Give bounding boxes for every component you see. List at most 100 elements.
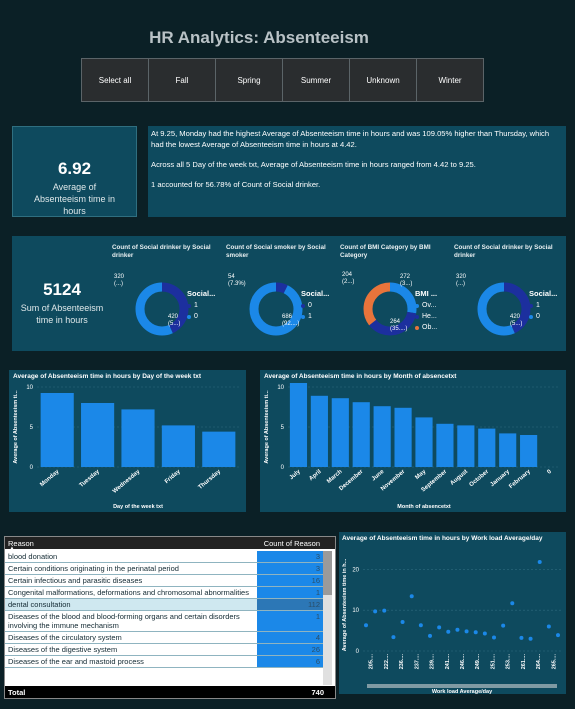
bar <box>289 383 308 467</box>
legend-title: Social... <box>529 289 558 298</box>
x-tick-label: 222.... <box>384 654 390 670</box>
y-tick-label: 10 <box>277 385 284 391</box>
bar <box>121 409 155 467</box>
legend-item[interactable]: 0 <box>187 313 215 320</box>
table-row[interactable]: Diseases of the circulatory system 4 <box>5 632 323 644</box>
sort-arrow-icon[interactable]: ▲ <box>9 546 15 552</box>
kpi-card-average: 6.92 Average of Absenteeism time in hour… <box>12 126 137 217</box>
reason-cell: dental consultation <box>8 600 71 609</box>
x-tick-label: 237.... <box>414 654 420 670</box>
scatter-point <box>409 594 414 599</box>
table-row[interactable]: Diseases of the blood and blood-forming … <box>5 611 323 632</box>
reason-table[interactable]: Reason Count of Reason ▲ blood donation 3… <box>4 536 336 699</box>
bar <box>478 428 496 467</box>
slicer-option-select-all[interactable]: Select all <box>82 59 149 101</box>
scatter-point <box>482 631 487 636</box>
legend-item[interactable]: 1 <box>301 313 329 320</box>
table-row[interactable]: blood donation 3 <box>5 551 323 563</box>
scatter-point <box>473 630 478 635</box>
reason-cell: Certain conditions originating in the pe… <box>8 564 179 573</box>
x-scrollbar <box>367 684 557 688</box>
table-total-row: Total 740 <box>5 686 335 698</box>
donut-legend: Social... 0 1 <box>301 289 329 320</box>
legend-item[interactable]: Ob... <box>415 324 437 331</box>
bar <box>310 395 328 467</box>
slicer-option-fall[interactable]: Fall <box>149 59 216 101</box>
bar <box>373 406 391 467</box>
reason-cell: Certain infectious and parasitic disease… <box>8 576 143 585</box>
scatter-point <box>428 633 432 638</box>
chart-title: Average of Absenteeism time in hours by … <box>264 373 457 380</box>
legend-item[interactable]: Ov... <box>415 302 437 309</box>
kpi-value: 5124 <box>43 280 81 299</box>
x-tick-label: 241.... <box>445 654 451 670</box>
count-cell: 3 <box>257 551 323 562</box>
total-label: Total <box>8 687 26 697</box>
donut-legend: Social... 1 0 <box>187 289 215 320</box>
bar <box>202 431 236 467</box>
x-tick-label: August <box>449 469 469 487</box>
legend-title: Social... <box>301 289 330 298</box>
donut-chart: Count of BMI Category by BMI Category 204… <box>340 244 452 349</box>
table-row[interactable]: Congenital malformations, deformations a… <box>5 587 323 599</box>
count-cell: 112 <box>257 599 323 610</box>
x-tick-label: 253.... <box>506 654 512 670</box>
reason-cell: blood donation <box>8 552 58 561</box>
donut-data-label: 686 (92....) <box>282 314 300 327</box>
legend-item[interactable]: 0 <box>529 313 557 320</box>
donut-legend: Social... 1 0 <box>529 289 557 320</box>
table-row[interactable]: dental consultation 112 <box>5 599 323 611</box>
table-scrollbar[interactable] <box>323 551 332 685</box>
donut-chart: Count of Social smoker by Social smoker 5… <box>226 244 338 349</box>
legend-label: He... <box>422 313 437 320</box>
x-tick-label: February <box>508 469 532 491</box>
legend-item[interactable]: He... <box>415 313 437 320</box>
donut-slice <box>477 282 531 336</box>
scatter-point <box>391 635 396 640</box>
scatter-point <box>455 627 460 632</box>
legend-dot-icon <box>529 303 533 308</box>
table-row[interactable]: Diseases of the ear and mastoid process 6 <box>5 656 323 668</box>
season-slicer[interactable]: Select all Fall Spring Summer Unknown Winter <box>81 58 484 102</box>
column-header-reason[interactable]: Reason <box>8 538 34 548</box>
x-tick-label: Tuesday <box>79 469 102 489</box>
legend-item[interactable]: 1 <box>529 302 557 309</box>
slicer-option-unknown[interactable]: Unknown <box>350 59 417 101</box>
count-cell: 3 <box>257 563 323 574</box>
x-tick-label: Thursday <box>198 469 223 491</box>
slicer-option-winter[interactable]: Winter <box>417 59 483 101</box>
narrative-line: At 9.25, Monday had the highest Average … <box>151 129 550 149</box>
slicer-option-spring[interactable]: Spring <box>216 59 283 101</box>
count-cell: 16 <box>257 575 323 586</box>
table-row[interactable]: Certain conditions originating in the pe… <box>5 563 323 575</box>
page-title: HR Analytics: Absenteeism <box>149 28 369 47</box>
legend-dot-icon <box>415 325 419 330</box>
legend-dot-icon <box>301 314 305 319</box>
legend-label: Ob... <box>422 324 438 331</box>
legend-item[interactable]: 0 <box>301 302 329 309</box>
table-row[interactable]: Diseases of the digestive system 26 <box>5 644 323 656</box>
bar <box>352 402 370 467</box>
scatter-point <box>400 620 405 625</box>
legend-title: BMI ... <box>415 289 438 298</box>
reason-cell: Diseases of the blood and blood-forming … <box>8 612 240 630</box>
donut-title: Count of BMI Category by BMI Category <box>340 244 431 259</box>
chart-title: Average of Absenteeism time in hours by … <box>342 535 543 542</box>
bar <box>81 403 115 467</box>
table-row[interactable]: Certain infectious and parasitic disease… <box>5 575 323 587</box>
x-tick-label: 261.... <box>521 654 527 670</box>
y-tick-label: 10 <box>352 608 359 614</box>
column-header-count[interactable]: Count of Reason <box>263 538 320 548</box>
donut-slice <box>363 282 417 336</box>
legend-label: 1 <box>536 302 540 309</box>
donut-legend: BMI ... Ov... He... Ob... <box>415 289 437 331</box>
scatter-point <box>437 625 442 630</box>
slicer-option-summer[interactable]: Summer <box>283 59 350 101</box>
donut-data-label: 420 (5...) <box>168 314 181 327</box>
x-tick-label: July <box>289 469 303 482</box>
scrollbar-thumb[interactable] <box>323 551 332 595</box>
bar <box>436 423 454 467</box>
scatter-point <box>464 629 469 634</box>
legend-item[interactable]: 1 <box>187 302 215 309</box>
x-tick-label: 205.... <box>369 654 375 670</box>
